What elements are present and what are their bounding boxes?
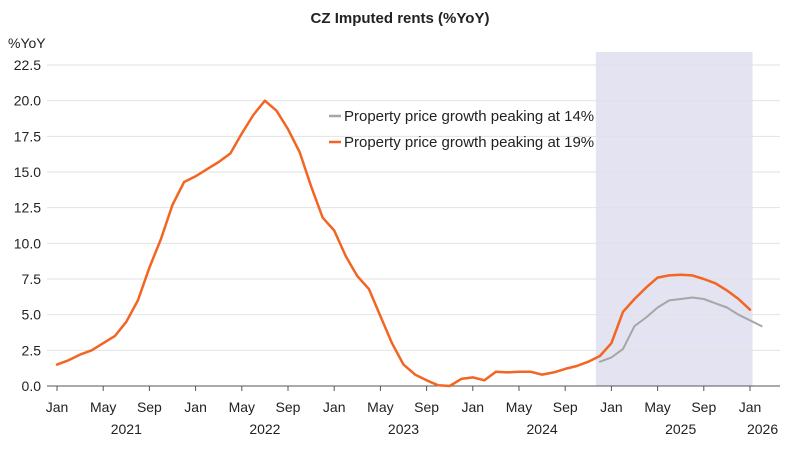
year-label: 2026 [747, 421, 778, 437]
y-tick-label: 7.5 [22, 271, 42, 287]
x-tick-label: Jan [323, 399, 346, 415]
x-tick-label: May [367, 399, 393, 415]
year-label: 2023 [388, 421, 419, 437]
y-tick-labels: 0.0 2.5 5.0 7.5 10.0 12.5 15.0 17.5 20.0 22.5 [14, 57, 41, 394]
x-tick-label: May [506, 399, 532, 415]
x-tick-label: Jan [46, 399, 69, 415]
x-tick-label: Sep [414, 399, 439, 415]
y-tick-label: 10.0 [14, 235, 41, 251]
gridlines [47, 64, 780, 351]
x-tick-marks [56, 386, 751, 391]
y-tick-label: 17.5 [14, 128, 41, 144]
x-tick-labels: Jan May Sep Jan May Sep Jan May Sep Jan May Sep Jan M… [46, 399, 762, 415]
series-line-14pct [598, 296, 763, 363]
x-tick-label: May [229, 399, 255, 415]
year-label: 2025 [665, 421, 696, 437]
x-tick-label: Jan [600, 399, 623, 415]
x-tick-label: Sep [137, 399, 162, 415]
legend: Property price growth peaking at 14% Pro… [329, 108, 594, 151]
x-tick-label: Sep [276, 399, 301, 415]
x-tick-label: Sep [553, 399, 578, 415]
x-tick-label: May [90, 399, 116, 415]
series-line-19pct [55, 99, 752, 388]
series-lines [55, 99, 763, 388]
x-tick-label: Jan [462, 399, 485, 415]
year-labels: 2021 2022 2023 2024 2025 2026 [111, 421, 779, 437]
y-tick-label: 12.5 [14, 200, 41, 216]
y-tick-label: 5.0 [22, 307, 42, 323]
y-axis-label: %YoY [8, 35, 46, 51]
x-tick-label: Sep [691, 399, 716, 415]
legend-label-14pct: Property price growth peaking at 14% [344, 108, 594, 125]
x-tick-label: Jan [739, 399, 762, 415]
forecast-shaded-region [595, 52, 753, 386]
y-tick-label: 2.5 [22, 342, 42, 358]
x-tick-label: May [644, 399, 670, 415]
year-label: 2024 [527, 421, 558, 437]
legend-label-19pct: Property price growth peaking at 19% [344, 134, 594, 151]
y-tick-label: 15.0 [14, 164, 41, 180]
year-label: 2022 [249, 421, 280, 437]
chart-title: CZ Imputed rents (%YoY) [311, 10, 490, 27]
y-tick-label: 22.5 [14, 57, 41, 73]
y-tick-label: 20.0 [14, 93, 41, 109]
x-tick-label: Jan [184, 399, 207, 415]
year-label: 2021 [111, 421, 142, 437]
y-tick-label: 0.0 [22, 378, 42, 394]
